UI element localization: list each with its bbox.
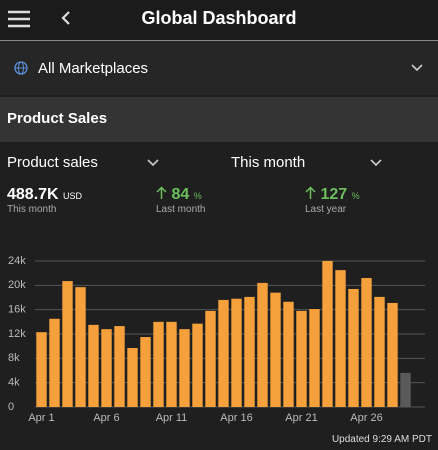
top-bar: Global Dashboard <box>0 0 438 41</box>
bar <box>88 324 99 407</box>
bar <box>387 302 398 407</box>
bar <box>62 281 73 407</box>
bar <box>140 337 151 407</box>
bar <box>348 288 359 407</box>
metric: 84 % Last month <box>156 186 205 215</box>
x-tick-label: Apr 21 <box>285 412 317 424</box>
bar <box>166 321 177 407</box>
section-title: Product Sales <box>7 110 108 127</box>
x-tick-label: Apr 26 <box>350 412 382 424</box>
page-title: Global Dashboard <box>141 8 297 28</box>
bar <box>309 309 320 407</box>
metric-value: 127 <box>320 186 348 203</box>
bar <box>257 282 268 407</box>
metric-unit: % <box>193 191 202 201</box>
bar <box>36 332 47 407</box>
y-tick-label: 12k <box>8 328 26 340</box>
filter-dropdown[interactable]: This month <box>231 154 306 171</box>
bar <box>179 329 190 407</box>
y-tick-label: 20k <box>8 279 26 291</box>
bar <box>218 299 229 407</box>
metric: 127 % Last year <box>305 186 360 215</box>
menu-icon[interactable] <box>8 10 30 28</box>
globe-icon <box>14 61 28 75</box>
y-tick-label: 8k <box>8 352 20 364</box>
bar <box>101 329 112 407</box>
bar <box>335 270 346 407</box>
bar <box>322 261 333 407</box>
bar <box>205 310 216 407</box>
back-icon[interactable] <box>60 10 72 26</box>
bar <box>231 298 242 407</box>
x-tick-label: Apr 1 <box>28 412 54 424</box>
chevron <box>370 159 382 167</box>
marketplace-selector[interactable]: All Marketplaces <box>0 41 438 95</box>
x-tick-label: Apr 16 <box>220 412 252 424</box>
bar <box>127 347 138 407</box>
y-tick-label: 4k <box>8 377 20 389</box>
updated-time: Updated 9:29 AM PDT <box>331 434 432 445</box>
y-tick-label: 24k <box>8 255 26 267</box>
bar <box>49 318 60 407</box>
marketplace-label: All Marketplaces <box>38 60 149 77</box>
bar <box>244 296 255 407</box>
up-arrow <box>305 186 316 199</box>
chevron <box>411 64 423 72</box>
y-tick-label: 0 <box>8 401 14 413</box>
bar <box>374 296 385 407</box>
filter-dropdown[interactable]: Product sales <box>7 154 98 171</box>
chevron <box>147 159 159 167</box>
bar <box>361 278 372 407</box>
section-header: Product Sales <box>0 97 438 142</box>
metric-label: Last year <box>305 204 347 215</box>
x-tick-label: Apr 11 <box>156 412 188 424</box>
metric-value: 84 <box>171 186 190 203</box>
x-tick-label: Apr 6 <box>93 412 119 424</box>
bar <box>114 326 125 407</box>
metric-label: Last month <box>156 204 206 215</box>
bar <box>283 301 294 407</box>
metric-value: 488.7K <box>7 186 59 203</box>
bar <box>75 287 86 407</box>
y-tick-label: 16k <box>8 304 26 316</box>
bar <box>270 292 281 407</box>
bar <box>296 310 307 407</box>
bar <box>192 323 203 407</box>
bar <box>153 321 164 407</box>
metric-label: This month <box>7 204 57 215</box>
metric-unit: USD <box>63 191 83 201</box>
chart: 0 4k 8k 12k 16k 20k 24k Apr 1 Apr 6 Apr 11 Apr 16 A… <box>8 255 425 424</box>
metric: 488.7K USD This month <box>7 186 82 215</box>
metric-unit: % <box>351 191 360 201</box>
up-arrow <box>156 186 167 199</box>
bar <box>400 372 411 407</box>
